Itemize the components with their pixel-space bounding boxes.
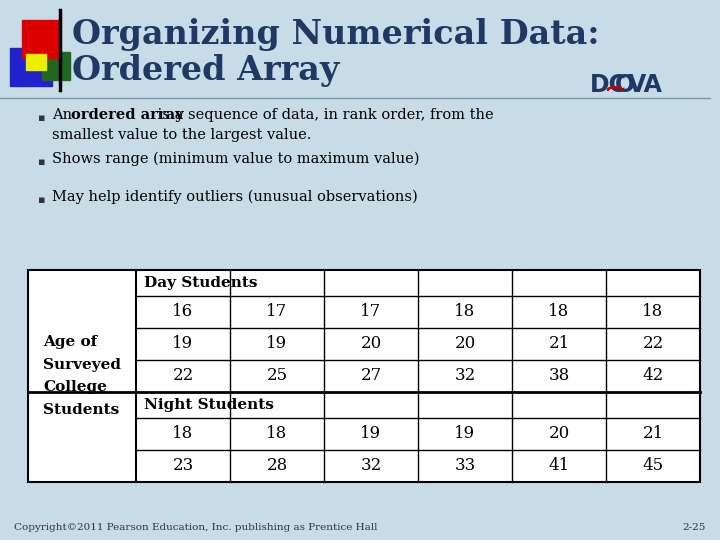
Text: Age of
Surveyed
College
Students: Age of Surveyed College Students (43, 335, 121, 417)
Text: 17: 17 (361, 303, 382, 321)
Text: Copyright©2011 Pearson Education, Inc. publishing as Prentice Hall: Copyright©2011 Pearson Education, Inc. p… (14, 523, 377, 532)
Text: smallest value to the largest value.: smallest value to the largest value. (52, 128, 311, 142)
Text: Ordered Array: Ordered Array (72, 54, 339, 87)
Text: 41: 41 (549, 457, 570, 475)
Text: 18: 18 (642, 303, 664, 321)
Text: 18: 18 (172, 426, 194, 442)
Text: ▪: ▪ (38, 113, 45, 123)
Text: 20: 20 (361, 335, 382, 353)
Text: 19: 19 (361, 426, 382, 442)
Text: 38: 38 (549, 368, 570, 384)
Text: 18: 18 (454, 303, 476, 321)
Text: 33: 33 (454, 457, 476, 475)
Text: 22: 22 (642, 335, 664, 353)
Text: 28: 28 (266, 457, 287, 475)
Bar (26, 54, 46, 70)
Text: 21: 21 (549, 335, 570, 353)
Text: 19: 19 (172, 335, 194, 353)
Text: May help identify outliers (unusual observations): May help identify outliers (unusual obse… (52, 190, 418, 205)
Text: 21: 21 (642, 426, 664, 442)
Text: VA: VA (628, 73, 663, 97)
Text: 19: 19 (454, 426, 476, 442)
Text: 23: 23 (172, 457, 194, 475)
Text: Organizing Numerical Data:: Organizing Numerical Data: (72, 18, 600, 51)
Text: 32: 32 (454, 368, 476, 384)
Text: 32: 32 (361, 457, 382, 475)
Text: 19: 19 (266, 335, 287, 353)
Bar (42, 52, 70, 80)
Text: 27: 27 (361, 368, 382, 384)
Text: 17: 17 (266, 303, 287, 321)
Text: 18: 18 (266, 426, 287, 442)
Text: An: An (52, 108, 77, 122)
Text: ordered array: ordered array (71, 108, 184, 122)
Text: Night Students: Night Students (144, 398, 274, 412)
Text: DC: DC (590, 73, 627, 97)
Text: 42: 42 (642, 368, 664, 384)
Text: 25: 25 (266, 368, 287, 384)
Text: 45: 45 (642, 457, 664, 475)
Bar (28, 270, 700, 482)
Bar (10, 48, 52, 86)
Text: ▪: ▪ (38, 195, 45, 205)
Text: 20: 20 (549, 426, 570, 442)
Text: ▪: ▪ (38, 157, 45, 167)
Text: is a sequence of data, in rank order, from the: is a sequence of data, in rank order, fr… (153, 108, 494, 122)
Text: 16: 16 (172, 303, 194, 321)
Text: 20: 20 (454, 335, 476, 353)
Text: Day Students: Day Students (144, 276, 258, 290)
Text: 2-25: 2-25 (683, 523, 706, 532)
Bar (22, 20, 60, 58)
Text: Shows range (minimum value to maximum value): Shows range (minimum value to maximum va… (52, 152, 420, 166)
Text: 22: 22 (172, 368, 194, 384)
Text: O: O (615, 73, 635, 97)
Text: 18: 18 (549, 303, 570, 321)
